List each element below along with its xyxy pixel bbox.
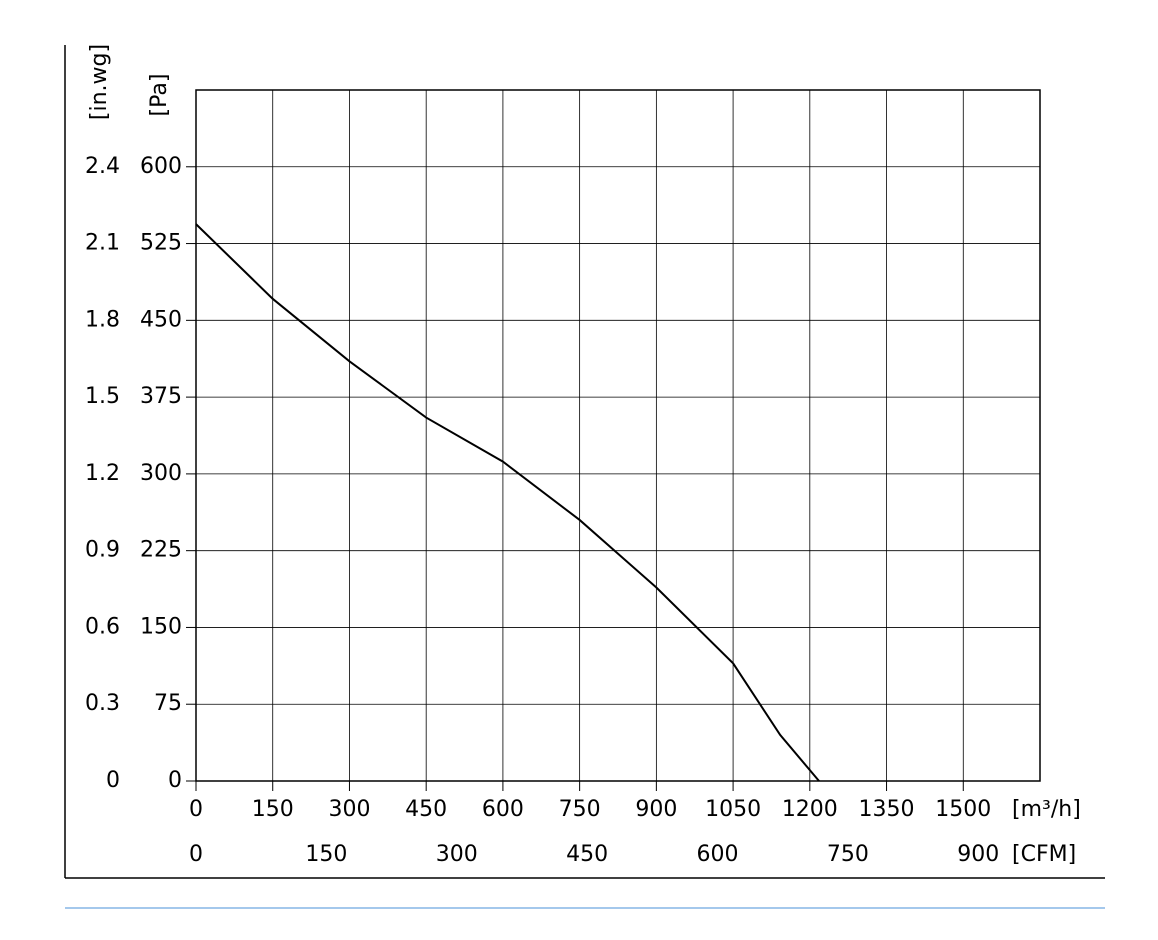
y-tick-label: 300 (140, 461, 182, 486)
y-axis-label: [Pa] (147, 74, 172, 117)
x-tick-label: 150 (252, 797, 294, 822)
x2-tick-label: 450 (566, 842, 608, 867)
x2-tick-label: 0 (189, 842, 203, 867)
x-tick-label: 450 (405, 797, 447, 822)
y-tick-label: 225 (140, 538, 182, 563)
x-axis-label: [m³/h] (1012, 797, 1081, 822)
y-tick-label: 450 (140, 307, 182, 332)
x-tick-label: 600 (482, 797, 524, 822)
x2-axis-label: [CFM] (1012, 842, 1076, 867)
y2-tick-label: 2.1 (85, 231, 120, 256)
y-tick-label: 150 (140, 614, 182, 639)
y2-tick-label: 1.5 (85, 384, 120, 409)
y2-tick-label: 1.8 (85, 307, 120, 332)
y2-tick-label: 0.6 (85, 614, 120, 639)
y2-tick-label: 2.4 (85, 154, 120, 179)
x-tick-label: 1050 (705, 797, 761, 822)
x2-tick-label: 600 (697, 842, 739, 867)
x-tick-label: 0 (189, 797, 203, 822)
curve (195, 223, 820, 782)
x-tick-label: 1500 (935, 797, 991, 822)
x-tick-label: 900 (635, 797, 677, 822)
y2-axis-label: [in.wg] (87, 44, 112, 120)
x-tick-label: 1350 (859, 797, 915, 822)
x2-tick-label: 750 (827, 842, 869, 867)
x2-tick-label: 150 (305, 842, 347, 867)
y-tick-label: 600 (140, 154, 182, 179)
y2-tick-label: 0.3 (85, 691, 120, 716)
plot-frame (195, 89, 1041, 782)
y-tick-label: 525 (140, 231, 182, 256)
y-tick-label: 75 (154, 691, 182, 716)
y2-tick-label: 1.2 (85, 461, 120, 486)
x2-tick-label: 300 (436, 842, 478, 867)
y2-tick-label: 0 (106, 768, 120, 793)
x-tick-label: 750 (559, 797, 601, 822)
x-tick-label: 300 (328, 797, 370, 822)
y2-tick-label: 0.9 (85, 538, 120, 563)
x-tick-label: 1200 (782, 797, 838, 822)
x2-tick-label: 900 (957, 842, 999, 867)
y-tick-label: 0 (168, 768, 182, 793)
y-tick-label: 375 (140, 384, 182, 409)
